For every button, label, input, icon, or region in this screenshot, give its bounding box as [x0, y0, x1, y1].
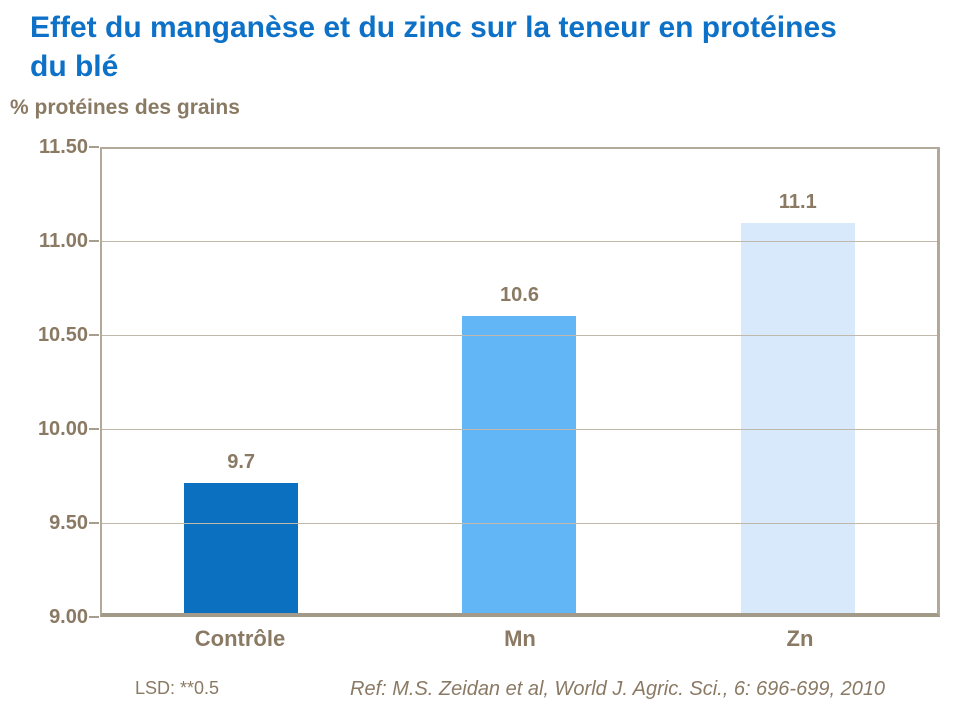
bar-value-label-controle: 9.7	[227, 451, 256, 473]
ytick-mark-11.00	[89, 240, 99, 242]
gridline-10.00	[102, 429, 937, 430]
ytick-label-10.50: 10.50	[37, 324, 88, 346]
bar-slot-mn: 10.6	[380, 149, 658, 613]
bar-controle	[184, 483, 299, 613]
ytick-mark-9.00	[89, 616, 99, 618]
bar-slot-controle: 9.7	[102, 149, 380, 613]
chart-title: Effet du manganèse et du zinc sur la ten…	[30, 8, 930, 86]
gridline-9.50	[102, 523, 937, 524]
bars-row: 9.7 10.6 11.1	[102, 149, 937, 613]
bar-value-label-zn: 11.1	[778, 191, 817, 213]
category-label-zn: Zn	[786, 626, 814, 651]
ytick-label-11.00: 11.00	[39, 230, 88, 252]
gridline-11.00	[102, 241, 937, 242]
ytick-mark-11.50	[89, 146, 99, 148]
ytick-label-11.50: 11.50	[39, 136, 88, 158]
ytick-mark-10.50	[89, 334, 99, 336]
ytick-mark-9.50	[89, 522, 99, 524]
gridline-10.50	[102, 335, 937, 336]
ytick-label-9.00: 9.00	[49, 606, 88, 628]
category-label-mn: Mn	[504, 626, 536, 651]
category-label-controle: Contrôle	[194, 626, 286, 651]
y-axis-title: % protéines des grains	[10, 96, 240, 119]
bar-slot-zn: 11.1	[659, 149, 937, 613]
bar-mn	[462, 316, 577, 613]
ytick-label-10.00: 10.00	[37, 418, 88, 440]
chart-title-line2: du blé	[30, 50, 119, 83]
reference-citation: Ref: M.S. Zeidan et al, World J. Agric. …	[350, 678, 886, 700]
category-axis: Contrôle Mn Zn	[100, 626, 940, 652]
chart-title-line1: Effet du manganèse et du zinc sur la ten…	[30, 11, 837, 44]
lsd-note: LSD: **0.5	[135, 678, 220, 698]
ytick-mark-10.00	[89, 428, 99, 430]
bar-zn	[740, 223, 855, 613]
ytick-label-9.50: 9.50	[49, 512, 88, 534]
bar-value-label-mn: 10.6	[500, 284, 539, 306]
plot-area: 9.7 10.6 11.1	[100, 147, 940, 617]
